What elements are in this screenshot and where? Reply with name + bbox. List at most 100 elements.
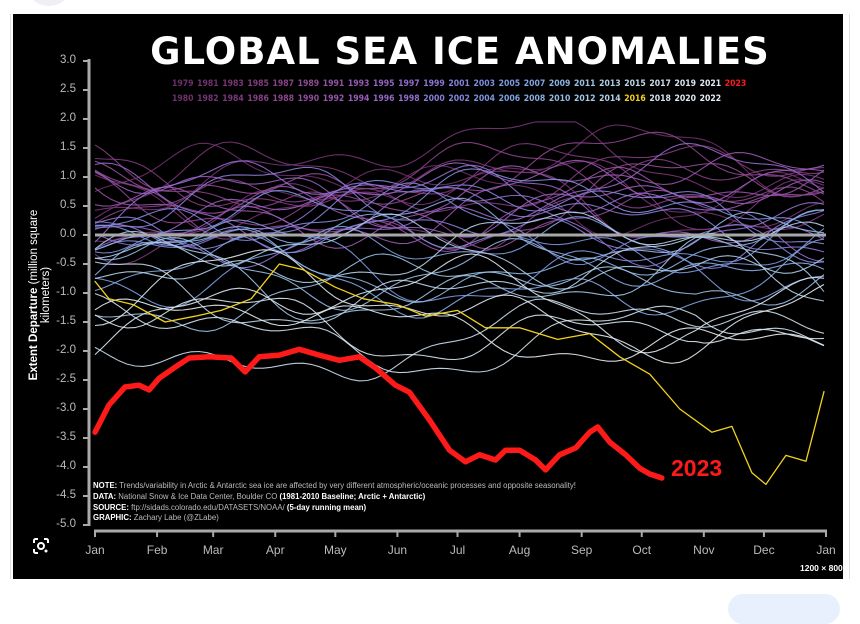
legend-year-2004: 2004 [474, 94, 496, 104]
action-button[interactable] [728, 594, 840, 624]
legend-year-2019: 2019 [675, 79, 697, 89]
series-line-1985 [95, 146, 824, 212]
x-tick-label: Nov [684, 543, 724, 557]
legend-year-2005: 2005 [499, 79, 521, 89]
series-line-2020 [95, 254, 824, 355]
legend-year-2013: 2013 [599, 79, 621, 89]
legend-year-2000: 2000 [423, 94, 445, 104]
legend-year-2023: 2023 [725, 79, 747, 89]
series-line-1988 [95, 132, 824, 225]
legend-year-1985: 1985 [247, 79, 269, 89]
chart-notes: NOTE: Trends/variability in Arctic & Ant… [93, 481, 576, 524]
legend-year-1987: 1987 [273, 79, 295, 89]
source-bold: (5-day running mean) [287, 503, 366, 512]
series-line-1980 [95, 125, 824, 233]
legend-year-2022: 2022 [700, 94, 722, 104]
note-text: Trends/variability in Arctic & Antarctic… [119, 481, 576, 490]
legend-year-2016: 2016 [624, 94, 646, 104]
legend-year-1984: 1984 [222, 94, 244, 104]
legend-year-2006: 2006 [499, 94, 521, 104]
legend-year-2011: 2011 [574, 79, 596, 89]
legend-year-2002: 2002 [448, 94, 470, 104]
x-tick-label: Mar [193, 543, 233, 557]
y-tick-label: 3.0 [36, 54, 76, 66]
legend-year-1991: 1991 [323, 79, 345, 89]
legend-year-2012: 2012 [574, 94, 596, 104]
annotation-2023: 2023 [671, 455, 722, 482]
x-tick-label: Apr [255, 543, 295, 557]
legend-year-2014: 2014 [599, 94, 621, 104]
legend-year-2003: 2003 [474, 79, 496, 89]
data-label: DATA: [93, 492, 116, 501]
legend-year-1996: 1996 [373, 94, 395, 104]
series-line-2018 [95, 294, 824, 373]
google-lens-icon[interactable] [32, 537, 50, 555]
y-tick-label: 1.0 [36, 170, 76, 182]
legend-year-2015: 2015 [624, 79, 646, 89]
series-line-1987 [95, 143, 824, 224]
y-axis-title: Extent Departure (million square kilomet… [28, 190, 52, 400]
y-tick-label: 2.0 [36, 112, 76, 124]
series-line-2023 [95, 349, 662, 478]
legend-year-2017: 2017 [649, 79, 671, 89]
legend-year-1993: 1993 [348, 79, 370, 89]
legend-year-1982: 1982 [197, 94, 219, 104]
data-line: DATA: National Snow & Ice Data Center, B… [93, 492, 576, 503]
legend-year-1997: 1997 [398, 79, 420, 89]
series-line-1979 [95, 143, 824, 236]
image-dimensions: 1200 × 800 [800, 563, 843, 573]
x-tick-label: Oct [622, 543, 662, 557]
legend-year-2020: 2020 [675, 94, 697, 104]
chart-title: GLOBAL SEA ICE ANOMALIES [130, 30, 790, 74]
graphic-text: Zachary Labe (@ZLabe) [134, 513, 219, 522]
legend-year-1999: 1999 [423, 79, 445, 89]
series-line-1982 [95, 122, 824, 210]
y-axis-title-bold: Extent Departure [28, 288, 40, 381]
series-line-2016 [95, 264, 824, 484]
graphic-line: GRAPHIC: Zachary Labe (@ZLabe) [93, 513, 576, 524]
x-tick-label: Dec [744, 543, 784, 557]
y-tick-label: -4.5 [36, 489, 76, 501]
y-tick-label: 1.5 [36, 141, 76, 153]
x-tick-label: Aug [500, 543, 540, 557]
data-text: National Snow & Ice Data Center, Boulder… [118, 492, 277, 501]
legend-year-1980: 1980 [172, 94, 194, 104]
source-text: ftp://sidads.colorado.edu/DATASETS/NOAA/ [131, 503, 285, 512]
legend-year-2021: 2021 [700, 79, 722, 89]
legend-year-2001: 2001 [448, 79, 470, 89]
note-label: NOTE: [93, 481, 117, 490]
legend-year-2009: 2009 [549, 79, 571, 89]
legend-year-1981: 1981 [197, 79, 219, 89]
y-tick-label: 2.5 [36, 83, 76, 95]
x-tick-label: Sep [562, 543, 602, 557]
data-bold: (1981-2010 Baseline; Arctic + Antarctic) [280, 492, 426, 501]
source-label: SOURCE: [93, 503, 129, 512]
series-line-1999 [95, 183, 824, 252]
legend-year-2010: 2010 [549, 94, 571, 104]
legend-year-2018: 2018 [649, 94, 671, 104]
legend-year-1989: 1989 [298, 79, 320, 89]
legend-year-1990: 1990 [298, 94, 320, 104]
x-tick-label: Feb [137, 543, 177, 557]
x-tick-label: Jun [377, 543, 417, 557]
legend-year-2007: 2007 [524, 79, 546, 89]
legend-year-1994: 1994 [348, 94, 370, 104]
y-tick-label: -3.5 [36, 431, 76, 443]
x-tick-label: Jan [806, 543, 846, 557]
x-tick-label: Jul [437, 543, 477, 557]
legend-year-1979: 1979 [172, 79, 194, 89]
y-tick-label: -5.0 [36, 518, 76, 530]
note-line: NOTE: Trends/variability in Arctic & Ant… [93, 481, 576, 492]
graphic-label: GRAPHIC: [93, 513, 132, 522]
legend-year-2008: 2008 [524, 94, 546, 104]
x-tick-label: Jan [75, 543, 115, 557]
legend-year-1998: 1998 [398, 94, 420, 104]
legend-year-1986: 1986 [247, 94, 269, 104]
source-line: SOURCE: ftp://sidads.colorado.edu/DATASE… [93, 503, 576, 514]
y-tick-label: -3.0 [36, 402, 76, 414]
legend-year-1992: 1992 [323, 94, 345, 104]
legend-year-1995: 1995 [373, 79, 395, 89]
legend-year-1988: 1988 [273, 94, 295, 104]
